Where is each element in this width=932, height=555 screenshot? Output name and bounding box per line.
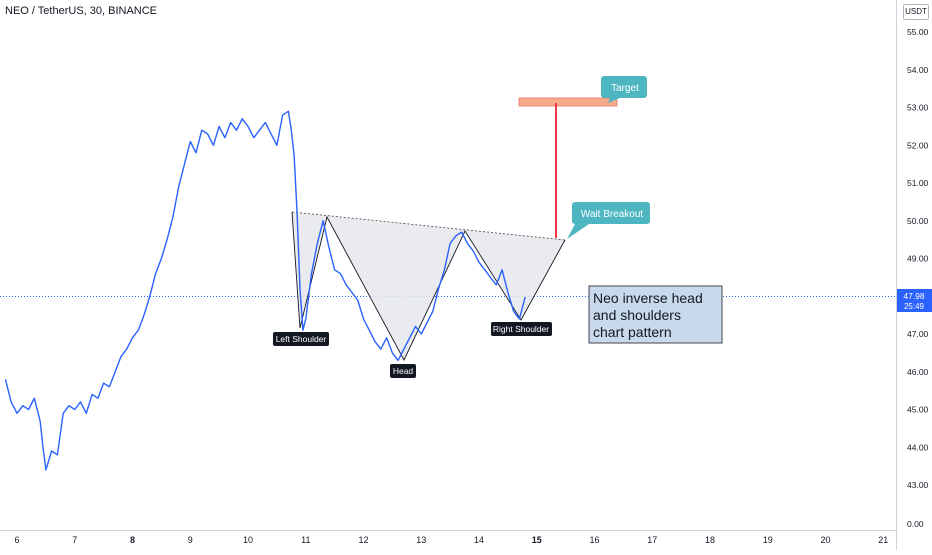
left-shoulder-tag[interactable]: Left Shoulder — [273, 332, 329, 346]
time-tick-label: 21 — [878, 535, 888, 545]
left-shoulder-label: Left Shoulder — [276, 334, 327, 344]
price-tick-label: 50.00 — [907, 216, 929, 226]
price-tick-label: 44.00 — [907, 442, 929, 452]
pattern-zigzag — [291, 211, 566, 361]
time-scale[interactable]: 6 7 8 9 10 11 12 13 14 15 16 17 18 19 20 21 — [14, 535, 888, 545]
price-tick-label: 55.00 — [907, 27, 929, 37]
target-label: Target — [611, 83, 639, 94]
note-line-2: and shoulders — [593, 307, 681, 323]
price-tick-label: 47.00 — [907, 329, 929, 339]
time-tick-label: 13 — [416, 535, 426, 545]
time-tick-label: 10 — [243, 535, 253, 545]
head-tag[interactable]: Head — [390, 364, 416, 378]
pattern-shaded-region — [292, 212, 565, 360]
price-tick-label: 45.00 — [907, 405, 929, 415]
time-tick-label: 12 — [358, 535, 368, 545]
time-tick-label: 6 — [14, 535, 19, 545]
last-price-badge: 47.98 25:49 — [897, 289, 932, 312]
price-tick-label: 0.00 — [907, 519, 924, 529]
target-zone — [518, 97, 618, 107]
time-tick-label: 9 — [188, 535, 193, 545]
time-tick-label: 19 — [763, 535, 773, 545]
bar-countdown: 25:49 — [904, 302, 925, 311]
right-shoulder-label: Right Shoulder — [493, 324, 549, 334]
time-tick-label: 16 — [589, 535, 599, 545]
wait-breakout-callout[interactable]: Wait Breakout — [567, 202, 650, 239]
time-tick-label: 20 — [820, 535, 830, 545]
symbol-title: NEO / TetherUS, 30, BINANCE — [5, 5, 158, 17]
pattern-note-box[interactable]: Neo inverse head and shoulders chart pat… — [588, 285, 723, 344]
wait-breakout-label: Wait Breakout — [581, 209, 644, 220]
last-price-value: 47.98 — [903, 291, 925, 301]
price-tick-label: 51.00 — [907, 178, 929, 188]
time-tick-label: 7 — [72, 535, 77, 545]
price-tick-label: 53.00 — [907, 103, 929, 113]
time-tick-label: 8 — [130, 535, 135, 545]
price-scale[interactable]: 55.0054.0053.0052.0051.0050.0049.0048.00… — [907, 27, 929, 529]
price-tick-label: 52.00 — [907, 140, 929, 150]
note-line-1: Neo inverse head — [593, 290, 703, 306]
target-callout[interactable]: Target — [601, 76, 647, 103]
neckline — [291, 211, 566, 241]
time-tick-label: 18 — [705, 535, 715, 545]
time-tick-label: 11 — [301, 535, 310, 545]
price-tick-label: 46.00 — [907, 367, 929, 377]
time-tick-label: 17 — [647, 535, 657, 545]
time-tick-label: 15 — [532, 535, 542, 545]
right-shoulder-tag[interactable]: Right Shoulder — [491, 322, 552, 336]
price-line-series — [4, 110, 526, 471]
head-label: Head — [393, 366, 414, 376]
currency-button[interactable]: USDT — [903, 4, 929, 20]
price-tick-label: 49.00 — [907, 254, 929, 264]
time-tick-label: 14 — [474, 535, 484, 545]
price-tick-label: 43.00 — [907, 480, 929, 490]
price-tick-label: 54.00 — [907, 65, 929, 75]
note-line-3: chart pattern — [593, 324, 672, 340]
